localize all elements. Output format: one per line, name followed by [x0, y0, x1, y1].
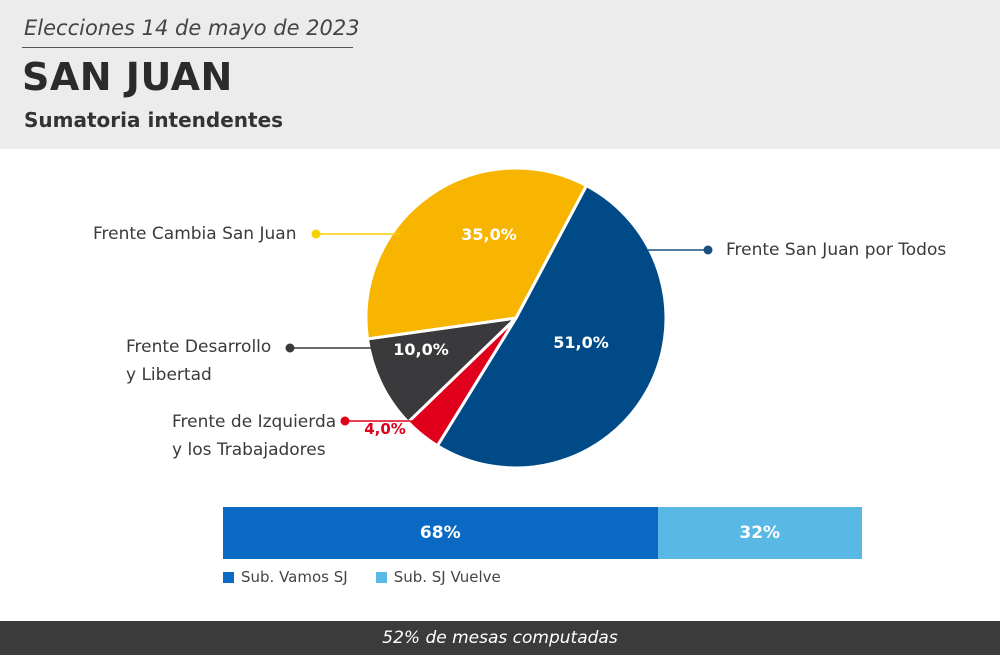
label-frente-desarrollo: Frente Desarrollo y Libertad — [126, 333, 271, 389]
leader-dot-sj-todos — [703, 245, 713, 255]
leader-dot-desarrollo — [285, 343, 295, 353]
leader-lines — [285, 229, 713, 426]
leader-dot-izquierda — [340, 416, 350, 426]
pie-value-label-1: 4,0% — [364, 420, 406, 438]
stacked-bar: 68% 32% — [223, 507, 862, 559]
label-frente-izquierda: Frente de Izquierda y los Trabajadores — [172, 408, 336, 464]
label-frente-desarrollo-line1: Frente Desarrollo — [126, 337, 272, 357]
date-underline — [22, 47, 353, 48]
pie-value-label-2: 10,0% — [393, 340, 449, 359]
pie-chart: 51,0% 4,0% 10,0% 35,0% — [285, 166, 713, 470]
legend-item-vamos-sj: Sub. Vamos SJ — [223, 568, 348, 586]
header-band: Elecciones 14 de mayo de 2023 SAN JUAN S… — [0, 0, 1000, 149]
bar-legend: Sub. Vamos SJ Sub. SJ Vuelve — [223, 568, 501, 586]
pie-slice-2 — [365, 316, 518, 424]
legend-label-vamos-sj: Sub. Vamos SJ — [241, 568, 348, 586]
label-frente-izquierda-line1: Frente de Izquierda — [172, 412, 337, 432]
page-subtitle: Sumatoria intendentes — [24, 108, 284, 132]
pie-value-labels: 51,0% 4,0% 10,0% 35,0% — [364, 225, 609, 438]
footer-text: 52% de mesas computadas — [382, 628, 618, 648]
election-date: Elecciones 14 de mayo de 2023 — [24, 16, 360, 40]
leader-dot-cambia — [311, 229, 321, 239]
legend-swatch-vamos-sj — [223, 571, 234, 583]
legend-label-sj-vuelve: Sub. SJ Vuelve — [393, 568, 501, 586]
pie-value-label-3: 35,0% — [461, 225, 517, 244]
legend-item-sj-vuelve: Sub. SJ Vuelve — [375, 568, 501, 586]
label-frente-cambia: Frente Cambia San Juan — [93, 224, 297, 244]
label-frente-izquierda-line2: y los Trabajadores — [172, 440, 326, 460]
page-title: SAN JUAN — [22, 55, 233, 99]
bar-segment-sj-vuelve: 32% — [657, 507, 862, 559]
pie-slice-0 — [435, 184, 668, 470]
bar-segment-vamos-sj: 68% — [223, 507, 658, 559]
legend-swatch-sj-vuelve — [375, 571, 387, 583]
label-frente-desarrollo-line2: y Libertad — [126, 365, 212, 385]
footer-bar: 52% de mesas computadas — [0, 621, 1000, 655]
pie-slice-3 — [364, 166, 588, 341]
pie-value-label-0: 51,0% — [553, 333, 609, 352]
label-frente-sj-todos: Frente San Juan por Todos — [726, 240, 947, 260]
pie-slices — [364, 166, 668, 470]
